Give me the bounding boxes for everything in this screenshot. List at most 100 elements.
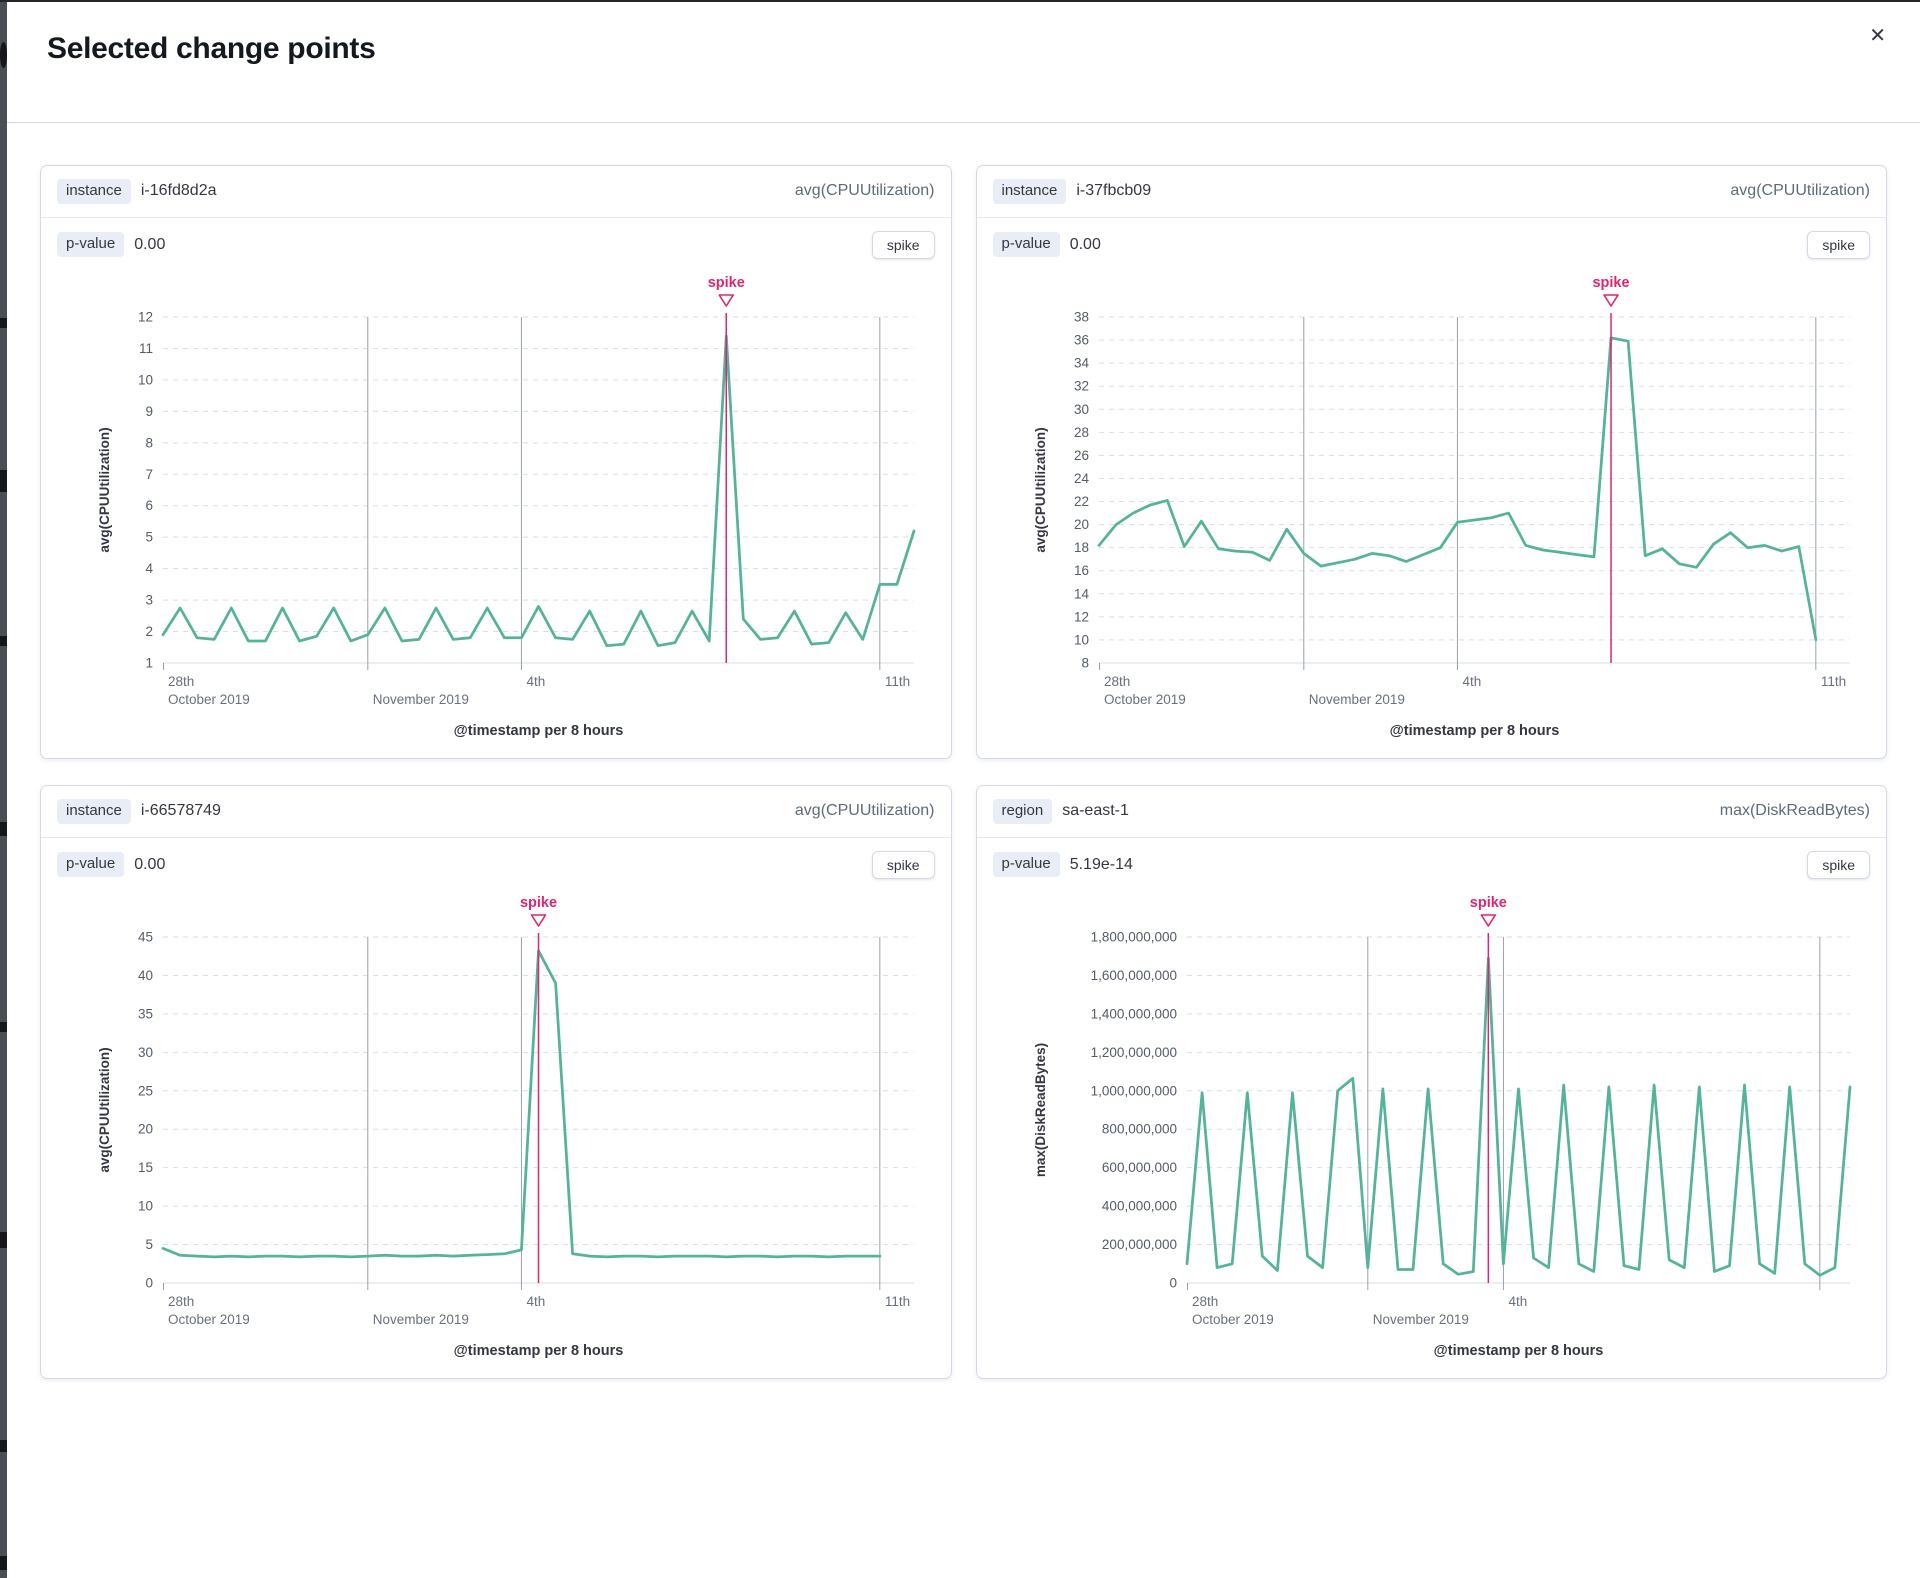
x-axis-title: @timestamp per 8 hours — [1433, 1343, 1603, 1359]
x-tick-label: 4th — [1508, 1294, 1527, 1309]
x-tick-label: October 2019 — [1192, 1312, 1274, 1327]
underlay-fragment — [0, 1556, 7, 1570]
metric-label: avg(CPUUtilization) — [794, 802, 935, 820]
card-subheader: p-value 0.00 spike — [41, 838, 951, 889]
x-tick-label: November 2019 — [373, 692, 469, 707]
svg-text:1,000,000,000: 1,000,000,000 — [1090, 1083, 1176, 1098]
x-tick-label: 11th — [885, 1294, 910, 1309]
change-point-grid: instance i-16fd8d2a avg(CPUUtilization) … — [7, 123, 1920, 1379]
svg-text:36: 36 — [1073, 332, 1088, 347]
svg-text:5: 5 — [145, 1237, 153, 1252]
split-field-value: i-66578749 — [140, 802, 221, 820]
split-field-value: i-37fbcb09 — [1076, 182, 1152, 200]
x-tick-label: 11th — [1820, 674, 1845, 689]
x-tick-label: 28th — [1104, 674, 1130, 689]
x-tick-label: October 2019 — [1104, 692, 1186, 707]
svg-text:10: 10 — [1073, 632, 1088, 647]
x-axis-title: @timestamp per 8 hours — [454, 723, 624, 739]
p-value-badge: p-value — [992, 852, 1060, 877]
svg-text:1,800,000,000: 1,800,000,000 — [1090, 929, 1176, 944]
svg-text:20: 20 — [1073, 517, 1088, 532]
metric-label: avg(CPUUtilization) — [1730, 182, 1870, 200]
y-axis-title: avg(CPUUtilization) — [97, 1047, 112, 1172]
underlay-fragment — [0, 42, 7, 68]
underlay-fragment — [0, 636, 7, 646]
change-point-card: instance i-16fd8d2a avg(CPUUtilization) … — [40, 165, 952, 759]
underlying-page-left-edge — [0, 0, 7, 1578]
x-tick-label: 28th — [168, 1294, 194, 1309]
p-value-badge: p-value — [57, 232, 125, 258]
x-tick-label: November 2019 — [1308, 692, 1404, 707]
y-axis-title: avg(CPUUtilization) — [97, 427, 112, 552]
series-line — [161, 948, 882, 1258]
underlay-fragment — [0, 822, 7, 836]
change-point-chart: 8 10 12 14 16 18 20 22 24 26 28 30 32 34 36 38 28th Octob… — [1033, 275, 1850, 739]
svg-text:800,000,000: 800,000,000 — [1101, 1121, 1176, 1136]
spike-annotation-label: spike — [1469, 895, 1506, 911]
svg-text:200,000,000: 200,000,000 — [1101, 1237, 1176, 1252]
svg-text:45: 45 — [138, 929, 153, 944]
split-field-value: i-16fd8d2a — [140, 182, 217, 200]
y-axis-title: avg(CPUUtilization) — [1033, 427, 1048, 552]
split-field-badge: instance — [992, 179, 1067, 204]
spike-type-button[interactable]: spike — [1807, 850, 1870, 879]
svg-text:8: 8 — [145, 435, 153, 450]
svg-text:7: 7 — [145, 467, 153, 482]
p-value-badge: p-value — [992, 232, 1060, 258]
x-tick-label: 28th — [1192, 1294, 1218, 1309]
svg-text:0: 0 — [1169, 1275, 1177, 1290]
svg-text:0: 0 — [145, 1275, 153, 1290]
chart-area: 1 2 3 4 5 6 7 8 9 10 11 12 28th October 2019 November … — [41, 269, 951, 758]
p-value: 0.00 — [1069, 235, 1101, 253]
spike-type-button[interactable]: spike — [871, 230, 935, 259]
spike-annotation-label: spike — [520, 895, 557, 911]
underlay-fragment — [0, 1022, 7, 1032]
p-value: 5.19e-14 — [1069, 855, 1133, 873]
split-field-badge: instance — [57, 798, 131, 824]
svg-text:1,400,000,000: 1,400,000,000 — [1090, 1006, 1176, 1021]
split-field-badge: instance — [57, 179, 131, 204]
spike-type-button[interactable]: spike — [1807, 230, 1870, 259]
x-axis-title: @timestamp per 8 hours — [454, 1343, 624, 1359]
svg-text:12: 12 — [1073, 609, 1088, 624]
svg-text:4: 4 — [145, 561, 153, 576]
svg-text:1: 1 — [145, 655, 153, 670]
spike-annotation-label: spike — [1592, 275, 1629, 291]
y-axis-title: max(DiskReadBytes) — [1033, 1042, 1048, 1176]
p-value: 0.00 — [134, 235, 166, 253]
chart-area: 8 10 12 14 16 18 20 22 24 26 28 30 32 34 36 38 28th Octob… — [977, 269, 1887, 758]
svg-text:11: 11 — [139, 341, 153, 356]
card-header: instance i-66578749 avg(CPUUtilization) — [41, 786, 951, 838]
p-value: 0.00 — [134, 855, 166, 873]
svg-text:34: 34 — [1073, 355, 1089, 370]
svg-text:9: 9 — [145, 404, 153, 419]
spike-type-button[interactable]: spike — [871, 850, 935, 879]
metric-label: max(DiskReadBytes) — [1719, 802, 1870, 820]
underlay-fragment — [0, 1232, 7, 1248]
card-subheader: p-value 0.00 spike — [41, 218, 951, 269]
svg-text:600,000,000: 600,000,000 — [1101, 1160, 1176, 1175]
card-subheader: p-value 5.19e-14 spike — [977, 838, 1887, 889]
split-field-value: sa-east-1 — [1062, 802, 1129, 820]
underlay-fragment — [0, 470, 7, 492]
svg-text:15: 15 — [138, 1160, 153, 1175]
close-icon[interactable]: ✕ — [1863, 20, 1892, 52]
modal-header: Selected change points ✕ — [7, 2, 1920, 123]
svg-text:10: 10 — [138, 1198, 153, 1213]
x-tick-label: 28th — [168, 674, 194, 689]
svg-text:30: 30 — [1073, 402, 1088, 417]
change-point-card: instance i-37fbcb09 avg(CPUUtilization) … — [975, 165, 1887, 759]
card-header: region sa-east-1 max(DiskReadBytes) — [976, 786, 1886, 838]
svg-text:40: 40 — [138, 967, 153, 982]
change-point-card: instance i-66578749 avg(CPUUtilization) … — [40, 784, 952, 1379]
p-value-badge: p-value — [57, 852, 125, 877]
spike-annotation-marker — [718, 293, 735, 307]
svg-text:12: 12 — [138, 309, 153, 324]
x-tick-label: October 2019 — [168, 692, 250, 707]
spike-annotation-marker — [1480, 913, 1496, 927]
x-tick-label: 4th — [1462, 674, 1481, 689]
change-point-chart: 0 5 10 15 20 25 30 35 40 45 28th October 2019 Novemb… — [97, 895, 914, 1359]
x-tick-label: November 2019 — [373, 1312, 469, 1327]
